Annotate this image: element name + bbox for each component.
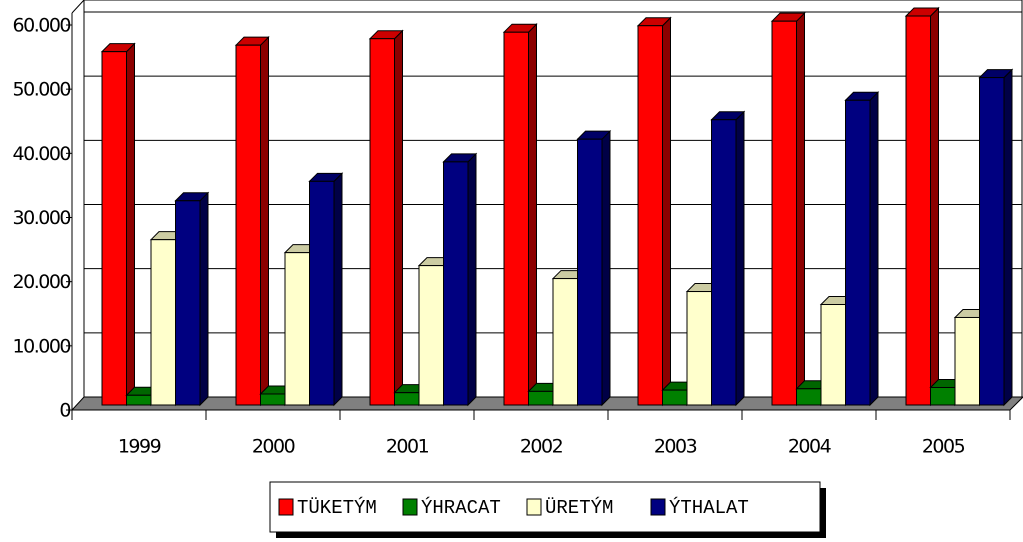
bar [175,200,201,406]
bar [418,265,444,406]
bar [126,394,152,406]
legend [269,481,821,533]
bar [711,119,737,406]
bar-side [662,16,671,407]
bar [260,393,286,406]
bar [905,15,931,406]
bar-side [333,172,343,407]
y-tick-label: 60.000 [13,15,71,37]
y-tick-label: 50.000 [13,79,71,101]
x-tick-label: 2002 [520,436,563,458]
bar [796,388,822,406]
bar [528,390,554,406]
bar [637,25,663,406]
bar-side [260,35,269,407]
bar-side [869,91,879,407]
bar [954,316,980,406]
y-tick-label: 30.000 [13,207,71,229]
bar-side [126,42,135,407]
legend-label: ÜRETÝM [545,497,613,519]
bar-side [199,191,209,407]
legend-swatch [650,498,666,516]
bar [577,138,603,406]
bar-side [601,129,611,407]
bar [443,161,469,406]
y-tick-label: 40.000 [13,143,71,165]
legend-label: TÜKETÝM [297,497,377,519]
bar [309,180,335,406]
bar-side [528,23,537,407]
bar [150,239,176,406]
legend-label: ÝTHALAT [669,497,749,519]
legend-swatch [526,498,542,516]
bar [771,20,797,406]
x-tick-label: 2005 [922,436,965,458]
x-tick-label: 2003 [654,436,697,458]
axis-edge [71,0,85,14]
x-tick-label: 2004 [788,436,832,458]
bar [820,304,846,406]
bar [235,44,261,406]
bar-side [930,6,939,407]
y-tick-label: 10.000 [13,335,71,357]
y-tick-label: 20.000 [13,271,71,293]
legend-label: ÝHRACAT [421,497,501,519]
bar [369,38,395,406]
bar [503,31,529,406]
x-tick-label: 2000 [252,436,295,458]
bar-side [735,110,745,407]
bar [284,252,310,406]
bar [979,77,1005,406]
bar-side [467,152,477,407]
x-tick-label: 1999 [118,436,161,458]
bar [930,386,956,406]
bar-side [1003,68,1013,407]
y-tick-label: 0 [59,400,70,422]
bar [101,51,127,406]
bar [845,99,871,406]
bar-side [796,11,805,407]
bar-side [394,29,403,407]
bar [394,392,420,406]
bar [552,278,578,406]
bar [662,389,688,406]
legend-swatch [402,498,418,516]
legend-swatch [278,498,294,516]
bar [686,291,712,406]
x-tick-label: 2001 [386,436,429,458]
